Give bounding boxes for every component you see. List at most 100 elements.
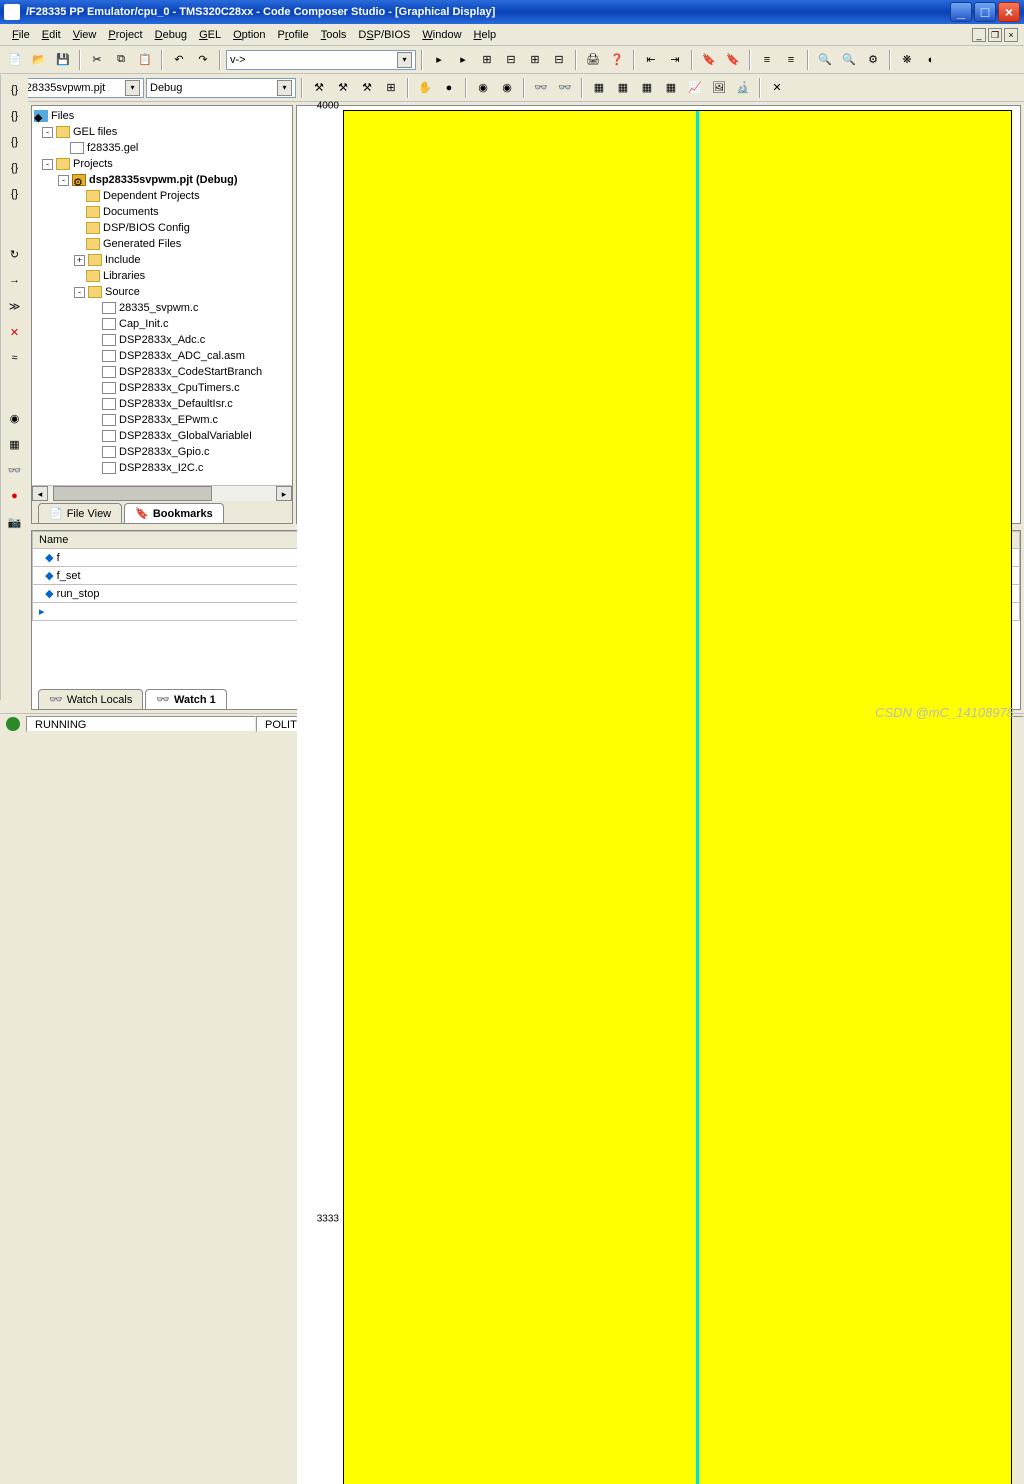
collapse-icon[interactable]: - (58, 175, 69, 186)
tab-file-view[interactable]: 📄File View (38, 503, 122, 523)
outdent-icon[interactable]: ⇤ (640, 49, 662, 71)
tree-file[interactable]: DSP2833x_Adc.c (119, 332, 205, 348)
menu-window[interactable]: Window (416, 27, 467, 43)
menu-edit[interactable]: Edit (36, 27, 67, 43)
mdi-minimize[interactable]: _ (972, 28, 986, 42)
align1-icon[interactable]: ≡ (756, 49, 778, 71)
find-icon[interactable]: 🔍 (814, 49, 836, 71)
tree-gel-file[interactable]: f28335.gel (87, 140, 138, 156)
paste-icon[interactable]: 📋 (134, 49, 156, 71)
tree-root[interactable]: Files (51, 108, 74, 124)
new-icon[interactable]: 📄 (4, 49, 26, 71)
menu-file[interactable]: File (6, 27, 36, 43)
toggle-bp-icon[interactable]: ◉ (4, 407, 26, 429)
scope-icon[interactable]: 🔬 (732, 77, 754, 99)
build-icon[interactable]: ⚒ (308, 77, 330, 99)
redo-icon[interactable]: ↷ (192, 49, 214, 71)
tree-file[interactable]: DSP2833x_GlobalVariableI (119, 428, 252, 444)
rebuild-icon[interactable]: ⚒ (332, 77, 354, 99)
record-icon[interactable]: ● (4, 485, 26, 507)
tree-gel-folder[interactable]: GEL files (73, 124, 117, 140)
indent-icon[interactable]: ⇥ (664, 49, 686, 71)
step-over-icon[interactable]: {} (4, 105, 26, 127)
hand-icon[interactable]: ✋ (414, 77, 436, 99)
chevron-down-icon[interactable]: ▾ (125, 80, 140, 96)
tree-docs[interactable]: Documents (103, 204, 159, 220)
mem2-icon[interactable]: ▦ (612, 77, 634, 99)
save-icon[interactable]: 💾 (52, 49, 74, 71)
combo-config[interactable]: Debug ▾ (146, 78, 296, 98)
cut-icon[interactable]: ✂ (86, 49, 108, 71)
run-to-icon[interactable]: {} (4, 157, 26, 179)
menu-project[interactable]: Project (102, 27, 148, 43)
tab-watch-locals[interactable]: 👓Watch Locals (38, 689, 143, 709)
menu-tools[interactable]: Tools (315, 27, 353, 43)
bookmark2-icon[interactable]: 🔖 (722, 49, 744, 71)
stop-icon[interactable]: ◐ (920, 49, 942, 71)
img-icon[interactable]: 🖼 (708, 77, 730, 99)
tree-dep[interactable]: Dependent Projects (103, 188, 200, 204)
mdi-close[interactable]: × (1004, 28, 1018, 42)
btn-e-icon[interactable]: ⊞ (524, 49, 546, 71)
restart-icon[interactable]: ↻ (4, 243, 26, 265)
tree-file[interactable]: DSP2833x_I2C.c (119, 460, 203, 476)
tool-x-icon[interactable]: ⚙ (862, 49, 884, 71)
tree-file[interactable]: 28335_svpwm.c (119, 300, 199, 316)
run-fast-icon[interactable]: ≫ (4, 295, 26, 317)
mem3-icon[interactable]: ▦ (636, 77, 658, 99)
bp-icon[interactable]: ● (438, 77, 460, 99)
scroll-left-icon[interactable]: ◂ (32, 486, 48, 501)
undo-icon[interactable]: ↶ (168, 49, 190, 71)
clean-icon[interactable]: ⊞ (380, 77, 402, 99)
bookmark-icon[interactable]: 🔖 (698, 49, 720, 71)
close-button[interactable]: × (998, 2, 1020, 22)
camera-icon[interactable]: 📷 (4, 511, 26, 533)
tree-projects[interactable]: Projects (73, 156, 113, 172)
print-icon[interactable]: 🖨 (582, 49, 604, 71)
tree-dspb[interactable]: DSP/BIOS Config (103, 220, 190, 236)
watch2-icon[interactable]: 👓 (554, 77, 576, 99)
open-icon[interactable]: 📂 (28, 49, 50, 71)
step-into-icon[interactable]: {} (4, 79, 26, 101)
scroll-right-icon[interactable]: ▸ (276, 486, 292, 501)
menu-debug[interactable]: Debug (149, 27, 193, 43)
close-doc-icon[interactable]: ✕ (766, 77, 788, 99)
menu-option[interactable]: Option (227, 27, 271, 43)
maximize-button[interactable]: □ (974, 2, 996, 22)
tree-src[interactable]: Source (105, 284, 140, 300)
buildall-icon[interactable]: ⚒ (356, 77, 378, 99)
tab-bookmarks[interactable]: 🔖Bookmarks (124, 503, 224, 523)
disk2-icon[interactable]: ◉ (496, 77, 518, 99)
combo-expr[interactable]: v-> ▾ (226, 50, 416, 70)
tree-file[interactable]: DSP2833x_Gpio.c (119, 444, 210, 460)
replace-icon[interactable]: 🔍 (838, 49, 860, 71)
tree-file[interactable]: DSP2833x_EPwm.c (119, 412, 218, 428)
disk1-icon[interactable]: ◉ (472, 77, 494, 99)
graph-icon[interactable]: 📈 (684, 77, 706, 99)
btn-c-icon[interactable]: ⊞ (476, 49, 498, 71)
watch-icon[interactable]: 👓 (530, 77, 552, 99)
align2-icon[interactable]: ≡ (780, 49, 802, 71)
quick-watch-icon[interactable]: 👓 (4, 459, 26, 481)
animate-icon[interactable]: ≈ (4, 347, 26, 369)
tree-project-active[interactable]: dsp28335svpwm.pjt (Debug) (89, 172, 238, 188)
help-icon[interactable]: ❓ (606, 49, 628, 71)
chevron-down-icon[interactable]: ▾ (397, 52, 412, 68)
chevron-down-icon[interactable]: ▾ (277, 80, 292, 96)
tree-lib[interactable]: Libraries (103, 268, 145, 284)
mem1-icon[interactable]: ▦ (588, 77, 610, 99)
run-icon[interactable]: ❋ (896, 49, 918, 71)
tree-file[interactable]: DSP2833x_ADC_cal.asm (119, 348, 245, 364)
plot-area[interactable] (343, 110, 1012, 1484)
btn-a-icon[interactable]: ▸ (428, 49, 450, 71)
btn-b-icon[interactable]: ▸ (452, 49, 474, 71)
menu-profile[interactable]: Profile (272, 27, 315, 43)
dbg-a-icon[interactable]: {} (4, 183, 26, 205)
btn-f-icon[interactable]: ⊟ (548, 49, 570, 71)
tree-file[interactable]: Cap_Init.c (119, 316, 169, 332)
halt-icon[interactable]: ✕ (4, 321, 26, 343)
tree-file[interactable]: DSP2833x_DefaultIsr.c (119, 396, 233, 412)
menu-help[interactable]: Help (468, 27, 503, 43)
file-tree[interactable]: ◆Files -GEL files f28335.gel -Projects -… (32, 106, 292, 485)
collapse-icon[interactable]: - (74, 287, 85, 298)
